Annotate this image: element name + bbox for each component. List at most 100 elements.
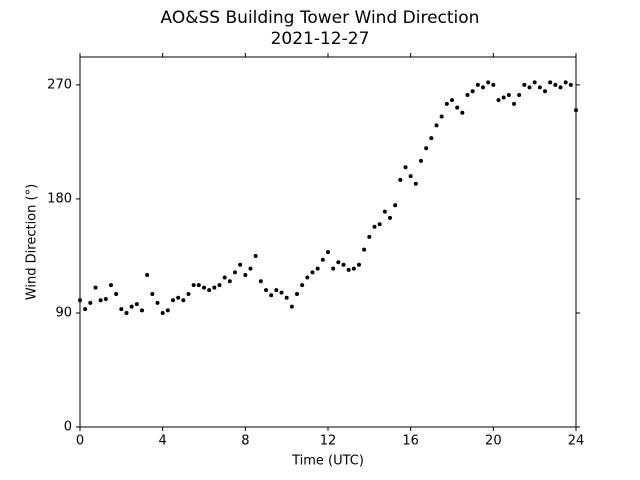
x-tick-label: 20 <box>485 434 502 449</box>
data-point <box>258 279 263 284</box>
data-point <box>419 158 423 163</box>
data-point <box>372 224 377 229</box>
chart-subtitle: 2021-12-27 <box>271 29 370 49</box>
data-point <box>191 283 196 288</box>
data-point <box>413 181 418 186</box>
data-point <box>243 272 248 277</box>
data-point <box>150 291 155 296</box>
data-point <box>522 82 527 87</box>
data-point <box>465 93 470 98</box>
data-point <box>140 308 144 313</box>
data-point <box>264 288 268 293</box>
data-point <box>367 234 372 239</box>
data-point <box>196 283 201 288</box>
data-point <box>336 260 341 265</box>
data-point <box>574 108 578 113</box>
y-tick-label: 0 <box>64 420 72 435</box>
data-point <box>403 165 408 170</box>
data-point <box>558 85 563 90</box>
data-point <box>93 285 98 290</box>
plot-frame <box>79 56 577 428</box>
data-point <box>129 304 134 309</box>
data-point <box>568 82 573 87</box>
data-point <box>284 295 289 300</box>
x-tick-label: 4 <box>159 434 167 449</box>
data-point <box>357 262 361 267</box>
data-point <box>134 302 139 307</box>
data-point <box>496 98 501 103</box>
data-point <box>346 267 351 272</box>
x-tick-label: 24 <box>568 434 585 449</box>
data-point <box>532 80 537 85</box>
data-point <box>289 304 294 309</box>
data-point <box>517 93 522 98</box>
data-point <box>233 270 237 275</box>
data-point <box>248 266 253 271</box>
data-point <box>202 285 206 290</box>
data-point <box>103 297 108 302</box>
data-point <box>238 262 243 267</box>
x-tick-label: 8 <box>241 434 249 449</box>
data-point <box>279 290 284 295</box>
data-point <box>310 270 315 275</box>
data-point <box>429 136 434 141</box>
data-point <box>274 288 279 293</box>
data-point <box>512 101 516 106</box>
data-point <box>222 275 227 280</box>
data-point <box>109 283 113 288</box>
data-point <box>398 177 403 182</box>
data-point <box>563 80 568 85</box>
data-point <box>439 114 444 119</box>
data-point <box>160 310 165 315</box>
data-point <box>253 253 258 258</box>
data-point <box>176 295 181 300</box>
data-point <box>506 93 511 98</box>
data-point <box>207 288 212 293</box>
x-tick-label: 16 <box>402 434 419 449</box>
data-point <box>393 203 398 208</box>
data-point <box>553 82 558 87</box>
data-point <box>78 298 82 303</box>
data-point <box>83 307 88 312</box>
data-point <box>227 279 232 284</box>
data-point <box>212 285 217 290</box>
data-point <box>527 85 532 90</box>
data-point <box>388 215 392 220</box>
data-point <box>543 89 547 94</box>
data-point <box>450 98 454 103</box>
data-point <box>114 291 119 296</box>
data-point <box>481 85 485 90</box>
data-point <box>455 105 460 110</box>
data-point <box>295 291 299 296</box>
data-point <box>88 300 93 305</box>
data-point <box>444 101 449 106</box>
data-point <box>217 283 222 288</box>
x-tick-label: 12 <box>320 434 337 449</box>
data-point <box>300 283 305 288</box>
data-point <box>537 85 542 90</box>
data-point <box>548 80 553 85</box>
data-point <box>315 266 320 271</box>
data-point <box>424 146 429 151</box>
data-point <box>98 298 103 303</box>
data-point <box>155 300 160 305</box>
data-point <box>119 307 124 312</box>
data-point <box>326 250 330 255</box>
data-point <box>501 95 506 100</box>
data-point <box>171 298 175 303</box>
data-point <box>377 222 382 227</box>
data-point <box>305 275 310 280</box>
data-point <box>269 293 274 298</box>
data-point <box>460 110 465 115</box>
data-point <box>341 262 346 267</box>
y-axis-label: Wind Direction (°) <box>25 184 40 300</box>
data-point <box>186 291 191 296</box>
data-point <box>470 89 475 94</box>
data-point <box>124 310 129 315</box>
y-tick-label: 90 <box>55 305 72 320</box>
data-point <box>382 209 387 214</box>
data-point <box>408 174 413 179</box>
data-point <box>331 266 336 271</box>
chart-title: AO&SS Building Tower Wind Direction <box>161 8 480 28</box>
data-point <box>145 272 150 277</box>
